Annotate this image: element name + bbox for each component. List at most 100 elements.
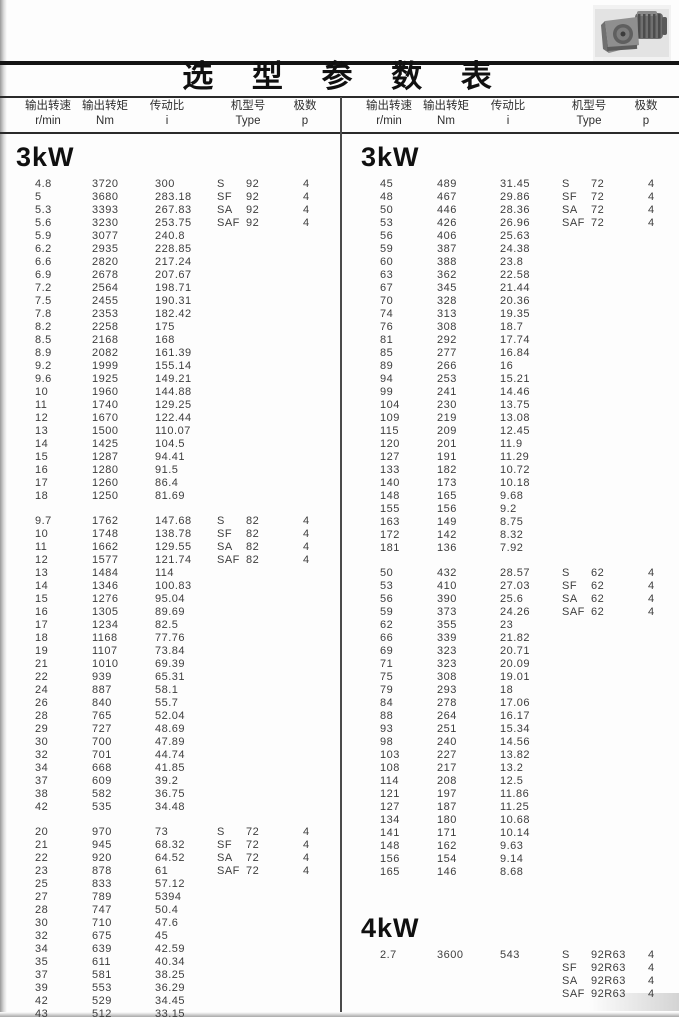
table-header-right: 输出转速 r/min 输出转矩 Nm 传动比 i 机型号 Type 极数 p	[341, 99, 679, 132]
speed-cell: 115	[380, 425, 400, 437]
torque-cell: 345	[437, 282, 457, 294]
speed-cell: 32	[35, 749, 49, 761]
type-prefix-cell	[217, 399, 246, 412]
speed-cell: 39	[35, 982, 49, 994]
speed-cell: 9.7	[35, 515, 52, 527]
speed-cell: 148	[380, 840, 400, 852]
type-prefix-cell: SA	[217, 541, 233, 553]
type-prefix-cell: S	[217, 515, 225, 527]
table-row: 114 208 12.5	[345, 775, 679, 788]
torque-cell: 136	[437, 542, 457, 554]
torque-cell: 887	[92, 684, 112, 696]
type-prefix-cell	[217, 982, 246, 995]
center-column-divider	[340, 97, 342, 1012]
speed-cell: 8.2	[35, 321, 52, 333]
table-row: 71 323 20.09	[345, 658, 679, 671]
column-header-unit: Nm	[437, 115, 455, 127]
torque-cell: 406	[437, 230, 457, 242]
speed-cell: 127	[380, 451, 400, 463]
speed-cell: 9.6	[35, 373, 52, 385]
table-row: 2.7 3600 543 S 92R63 4	[345, 949, 679, 962]
ratio-cell: 190.31	[155, 295, 192, 307]
torque-cell: 362	[437, 269, 457, 281]
table-row: 30 710 47.6	[0, 917, 341, 930]
torque-cell: 1305	[92, 606, 119, 618]
torque-cell: 878	[92, 865, 112, 877]
type-prefix-cell: SA	[217, 204, 233, 216]
table-row: 30 700 47.89	[0, 736, 341, 749]
table-row: 9.7 1762 147.68 S 82 4	[0, 515, 341, 528]
type-size-cell	[591, 256, 648, 269]
ratio-cell: 168	[155, 334, 175, 346]
torque-cell: 197	[437, 788, 457, 800]
type-size-cell	[246, 658, 303, 671]
poles-cell: 4	[303, 865, 310, 877]
type-size-cell	[591, 853, 648, 866]
speed-cell: 121	[380, 788, 400, 800]
table-row: 22 920 64.52 SA 72 4	[0, 852, 341, 865]
column-header-label: 输出转速	[25, 100, 71, 112]
ratio-cell: 28.36	[500, 204, 531, 216]
column-header-unit: r/min	[376, 115, 402, 127]
poles-cell	[303, 684, 341, 697]
poles-cell	[303, 788, 341, 801]
table-row: 172 142 8.32	[345, 529, 679, 542]
poles-cell	[648, 710, 679, 723]
column-header-unit: r/min	[35, 115, 61, 127]
torque-cell: 1346	[92, 580, 119, 592]
column-header: 极数 p	[294, 99, 317, 130]
type-prefix-cell	[562, 658, 591, 671]
ratio-block: 2.7 3600 543 S 92R63 4 SF 92R63 4 SA 92R63 4 SAF 92R6…	[345, 949, 679, 1001]
table-row: 5.9 3077 240.8	[0, 230, 341, 243]
table-row: 10 1960 144.88	[0, 386, 341, 399]
type-prefix-cell	[217, 632, 246, 645]
poles-cell	[648, 490, 679, 503]
type-prefix-cell	[217, 438, 246, 451]
type-prefix-cell	[562, 321, 591, 334]
speed-cell: 17	[35, 477, 49, 489]
speed-cell: 103	[380, 749, 400, 761]
speed-cell: 10	[35, 528, 49, 540]
ratio-cell: 68.32	[155, 839, 186, 851]
poles-cell	[648, 230, 679, 243]
type-prefix-cell	[217, 321, 246, 334]
type-prefix-cell	[562, 840, 591, 853]
ratio-cell: 94.41	[155, 451, 186, 463]
table-row: 60 388 23.8	[345, 256, 679, 269]
type-prefix-cell	[562, 360, 591, 373]
type-size-cell	[591, 671, 648, 684]
table-row: 19 1107 73.84	[0, 645, 341, 658]
ratio-cell: 18.7	[500, 321, 524, 333]
table-row: 22 939 65.31	[0, 671, 341, 684]
ratio-cell: 81.69	[155, 490, 186, 502]
poles-cell	[648, 282, 679, 295]
page-title: 选 型 参 数 表	[182, 59, 507, 94]
table-row: 7.8 2353 182.42	[0, 308, 341, 321]
type-size-cell: 62	[591, 567, 605, 579]
table-row: 20 970 73 S 72 4	[0, 826, 341, 839]
type-size-cell	[246, 490, 303, 503]
type-prefix-cell	[217, 749, 246, 762]
poles-cell	[648, 412, 679, 425]
type-prefix-cell: SA	[217, 852, 233, 864]
poles-cell: 4	[648, 988, 655, 1000]
speed-cell: 23	[35, 865, 49, 877]
ratio-cell: 31.45	[500, 178, 531, 190]
ratio-cell: 47.89	[155, 736, 186, 748]
speed-cell: 37	[35, 969, 49, 981]
ratio-cell: 11.29	[500, 451, 530, 463]
table-row: 99 241 14.46	[345, 386, 679, 399]
speed-cell: 25	[35, 878, 49, 890]
poles-cell	[303, 982, 341, 995]
ratio-cell: 12.45	[500, 425, 531, 437]
poles-cell: 4	[303, 217, 310, 229]
column-header-label: 传动比	[490, 100, 526, 112]
poles-cell	[303, 801, 341, 814]
type-size-cell	[246, 451, 303, 464]
type-size-cell	[591, 490, 648, 503]
type-size-cell	[246, 593, 303, 606]
ratio-cell: 40.34	[155, 956, 186, 968]
poles-cell	[303, 969, 341, 982]
type-size-cell	[246, 269, 303, 282]
speed-cell: 76	[380, 321, 394, 333]
